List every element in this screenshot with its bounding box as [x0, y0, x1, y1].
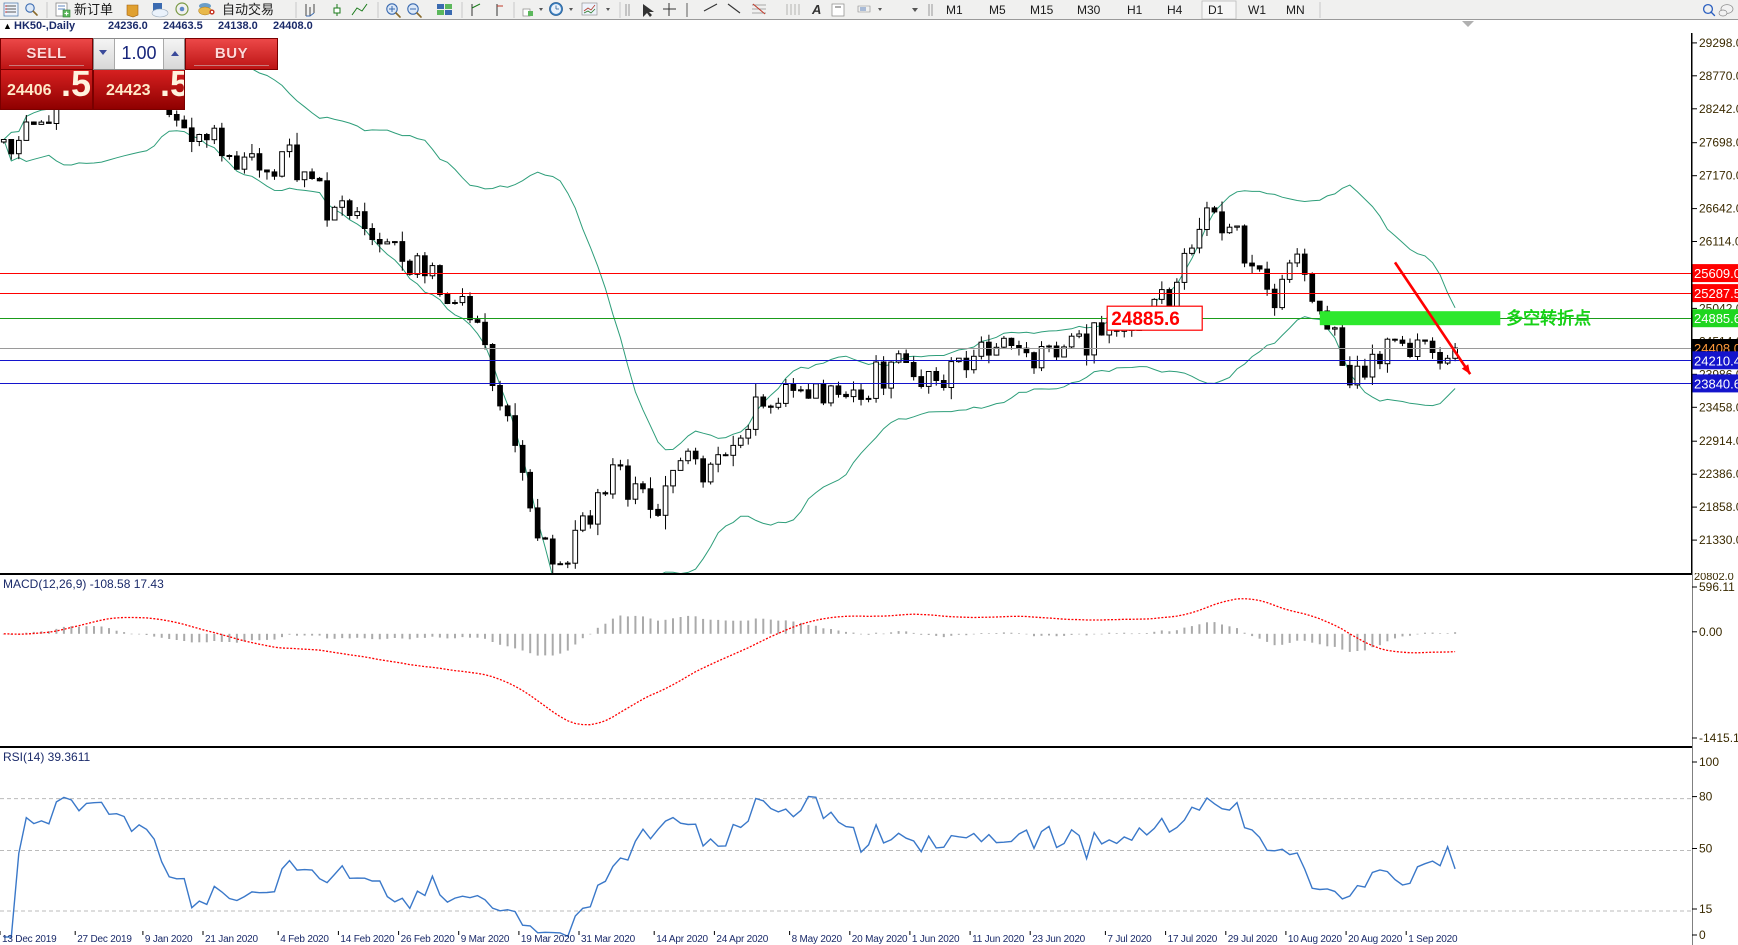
svg-text:21330.0: 21330.0	[1699, 533, 1738, 547]
svg-text:25287.5: 25287.5	[1694, 286, 1738, 301]
svg-text:24210.4: 24210.4	[1694, 353, 1738, 368]
svg-text:H1: H1	[1127, 3, 1143, 17]
svg-text:-1415.19: -1415.19	[1699, 731, 1738, 745]
svg-text:80: 80	[1699, 790, 1713, 804]
svg-text:新订单: 新订单	[74, 2, 113, 17]
svg-text:596.11: 596.11	[1699, 580, 1735, 594]
svg-text:H4: H4	[1167, 3, 1183, 17]
svg-text:D1: D1	[1208, 3, 1224, 17]
svg-text:自动交易: 自动交易	[222, 2, 274, 17]
svg-text:W1: W1	[1248, 3, 1266, 17]
svg-text:22386.0: 22386.0	[1699, 467, 1738, 481]
svg-text:M1: M1	[946, 3, 963, 17]
svg-text:26114.0: 26114.0	[1699, 235, 1738, 249]
svg-text:多空转折点: 多空转折点	[1506, 308, 1591, 328]
svg-text:M5: M5	[989, 3, 1006, 17]
svg-text:25609.0: 25609.0	[1694, 266, 1738, 281]
svg-text:29298.0: 29298.0	[1699, 36, 1738, 50]
svg-text:28242.0: 28242.0	[1699, 102, 1738, 116]
svg-text:M30: M30	[1077, 3, 1101, 17]
svg-text:15: 15	[1699, 902, 1713, 916]
svg-text:0: 0	[1699, 928, 1706, 942]
svg-text:50: 50	[1699, 842, 1713, 856]
svg-text:27698.0: 27698.0	[1699, 136, 1738, 150]
svg-text:24885.6: 24885.6	[1111, 309, 1180, 330]
svg-text:23840.6: 23840.6	[1694, 376, 1738, 391]
svg-text:0.00: 0.00	[1699, 625, 1723, 639]
svg-text:M15: M15	[1030, 3, 1054, 17]
svg-text:100: 100	[1699, 755, 1719, 769]
svg-text:A: A	[811, 2, 821, 17]
svg-text:28770.0: 28770.0	[1699, 69, 1738, 83]
svg-text:26642.0: 26642.0	[1699, 202, 1738, 216]
svg-text:24885.6: 24885.6	[1694, 311, 1738, 326]
svg-text:MN: MN	[1286, 3, 1305, 17]
svg-text:27170.0: 27170.0	[1699, 169, 1738, 183]
svg-text:21858.0: 21858.0	[1699, 500, 1738, 514]
svg-text:22914.0: 22914.0	[1699, 434, 1738, 448]
svg-text:23458.0: 23458.0	[1699, 400, 1738, 414]
